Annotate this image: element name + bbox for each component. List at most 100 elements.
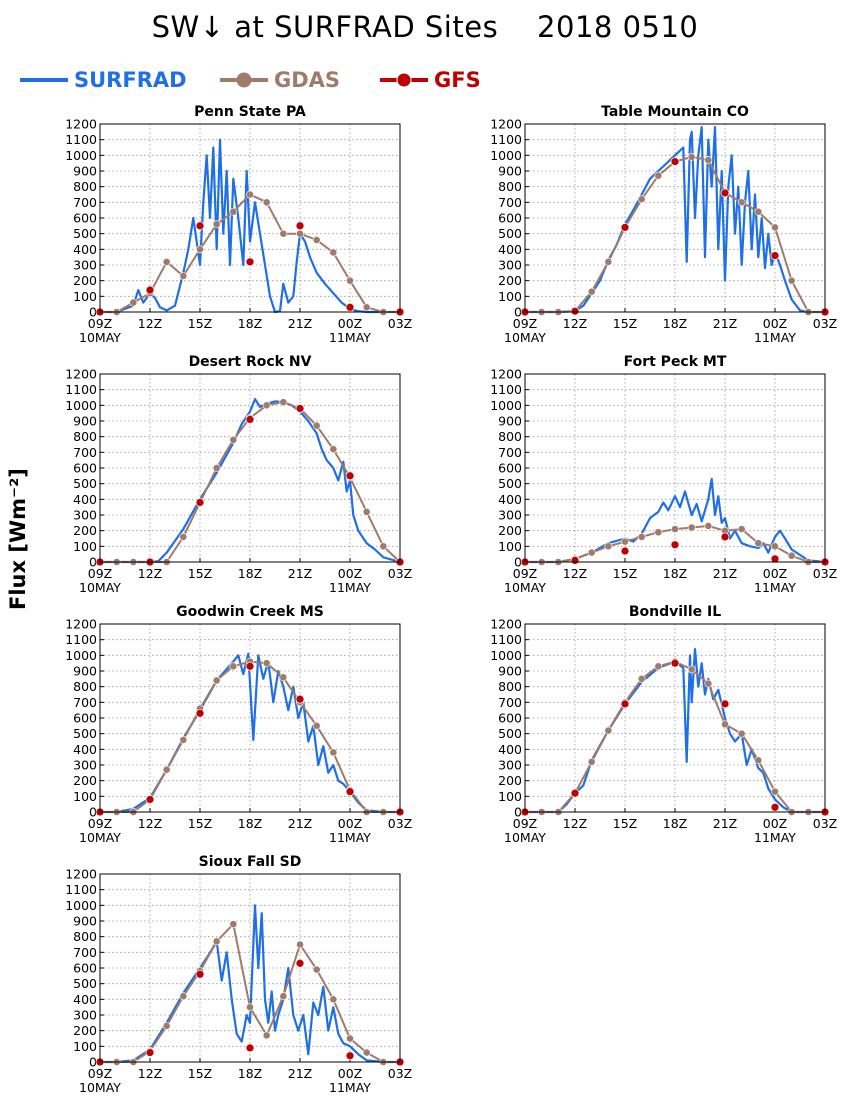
x-tick-label: 03Z (388, 566, 412, 581)
data-point (312, 236, 321, 244)
data-point (362, 507, 371, 516)
y-tick-label: 1000 (65, 648, 97, 663)
y-tick-label: 1000 (490, 648, 522, 663)
x-tick-label: 00Z (763, 816, 787, 831)
data-point (212, 937, 221, 946)
data-point (262, 659, 271, 668)
data-point (246, 190, 254, 199)
data-point (329, 748, 338, 757)
date-label: 10MAY (79, 1080, 121, 1095)
data-point (621, 537, 629, 546)
panel-penn-state-pa: Penn State PA 010020030040050060070080090… (65, 104, 412, 345)
data-point (787, 551, 796, 560)
data-point (346, 1034, 354, 1043)
y-tick-label: 300 (73, 508, 97, 523)
y-tick-label: 800 (498, 429, 522, 444)
data-point (620, 699, 630, 709)
y-tick-label: 0 (89, 805, 97, 820)
x-tick-label: 03Z (388, 316, 412, 331)
y-tick-label: 100 (498, 789, 522, 804)
y-tick-label: 900 (498, 414, 522, 429)
data-point (279, 229, 288, 238)
data-point (212, 676, 221, 685)
x-tick-label: 21Z (288, 566, 312, 581)
data-point (770, 802, 780, 812)
y-tick-label: 1200 (65, 367, 97, 382)
data-point (362, 1048, 371, 1057)
data-point (587, 757, 596, 766)
x-tick-label: 12Z (138, 566, 162, 581)
data-point (179, 533, 188, 541)
data-point (687, 665, 696, 674)
series-line (525, 125, 825, 314)
plot-frame (524, 123, 826, 313)
data-point (787, 276, 796, 285)
x-tick-label: 15Z (613, 316, 637, 331)
y-tick-label: 1200 (65, 867, 97, 882)
data-point (654, 528, 663, 537)
plot-frame (99, 623, 401, 813)
plot-frame (99, 123, 401, 313)
panel-sioux-fall-sd: Sioux Fall SD 010020030040050060070080090… (65, 854, 412, 1095)
series-gfs (520, 532, 830, 567)
y-tick-label: 900 (73, 914, 97, 929)
y-tick-label: 1000 (490, 148, 522, 163)
x-tick-label: 18Z (663, 816, 687, 831)
x-tick-label: 18Z (238, 816, 262, 831)
x-tick-label: 15Z (188, 566, 212, 581)
y-tick-label: 600 (73, 461, 97, 476)
series-surfrad (100, 138, 400, 314)
y-tick-label: 400 (73, 242, 97, 257)
data-point (654, 171, 663, 180)
date-label: 11MAY (329, 1080, 371, 1095)
data-point (570, 788, 580, 798)
data-point (754, 207, 763, 216)
data-point (720, 188, 730, 198)
x-tick-label: 03Z (813, 566, 837, 581)
y-tick-label: 200 (73, 273, 97, 288)
data-point (145, 285, 155, 295)
y-tick-label: 700 (73, 195, 97, 210)
date-label: 11MAY (754, 580, 796, 595)
data-point (721, 720, 729, 729)
series-gdas (521, 152, 829, 316)
y-tick-label: 500 (498, 726, 522, 741)
page-title: SW↓ at SURFRAD Sites 2018 0510 (151, 10, 699, 44)
y-tick-label: 600 (73, 961, 97, 976)
data-point (262, 198, 271, 207)
data-point (295, 221, 305, 231)
plot-frame (524, 373, 826, 563)
data-point (345, 1051, 355, 1061)
data-point (737, 729, 746, 738)
x-tick-label: 18Z (238, 1066, 262, 1081)
data-point (262, 401, 271, 410)
y-tick-label: 800 (73, 179, 97, 194)
panel-fort-peck-mt: Fort Peck MT 0100200300400500600700800900… (490, 354, 837, 595)
panel-title: Sioux Fall SD (199, 854, 302, 870)
y-tick-label: 200 (498, 523, 522, 538)
data-point (312, 421, 321, 430)
data-point (671, 525, 679, 533)
date-label: 11MAY (329, 830, 371, 845)
data-point (229, 207, 238, 216)
x-tick-label: 03Z (813, 316, 837, 331)
y-tick-label: 1100 (65, 882, 97, 897)
y-tick-label: 300 (73, 1008, 97, 1023)
legend-label-surfrad: SURFRAD (74, 68, 187, 92)
x-tick-label: 00Z (338, 1066, 362, 1081)
x-tick-label: 21Z (713, 816, 737, 831)
series-line (525, 477, 826, 564)
data-point (312, 721, 321, 730)
plot-frame (99, 873, 401, 1063)
y-tick-label: 600 (498, 711, 522, 726)
x-tick-label: 21Z (713, 316, 737, 331)
x-tick-label: 09Z (513, 816, 537, 831)
data-point (245, 661, 255, 671)
data-point (379, 542, 388, 551)
date-label: 10MAY (504, 330, 546, 345)
data-point (737, 198, 746, 207)
x-tick-label: 12Z (563, 566, 587, 581)
x-tick-label: 12Z (563, 316, 587, 331)
data-point (770, 251, 780, 260)
x-tick-label: 12Z (138, 816, 162, 831)
